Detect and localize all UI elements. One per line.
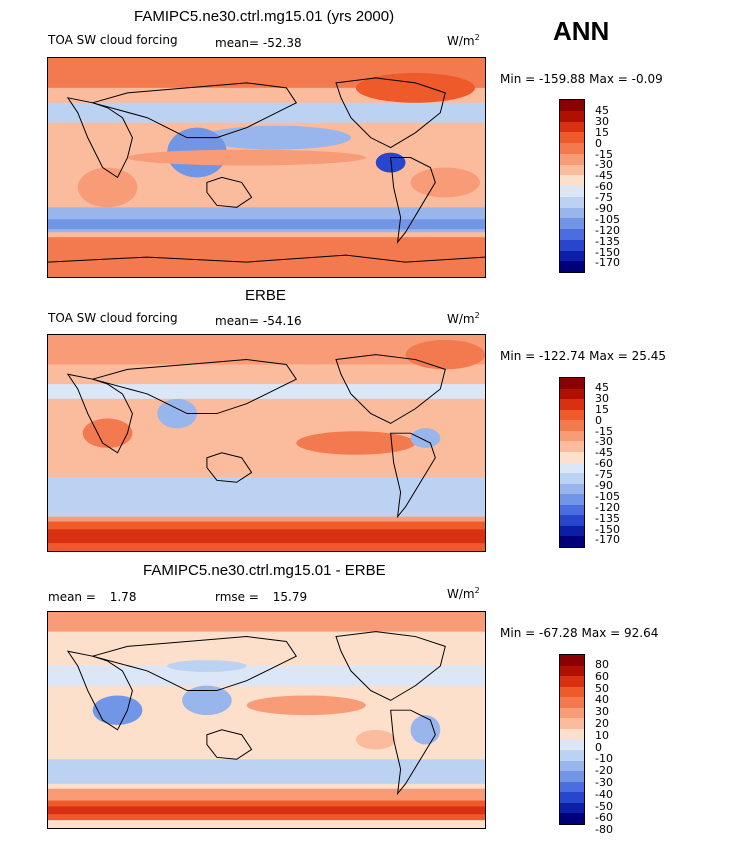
panel1-map: [47, 57, 486, 278]
panel3-minmax: Min = -67.28 Max = 92.64: [500, 626, 658, 640]
panel3-mean: mean = 1.78: [48, 590, 136, 604]
panel3-min-value: -67.28: [539, 626, 578, 640]
panel1-min-label: Min =: [500, 72, 536, 86]
panel3-rmse-value: 15.79: [272, 590, 308, 604]
panel2-min-value: -122.74: [539, 349, 586, 363]
panel2-colorbar: [559, 377, 585, 548]
panel2-mean-label: mean=: [215, 314, 260, 328]
panel2-mean: mean= -54.16: [215, 314, 302, 328]
panel1-mean: mean= -52.38: [215, 36, 302, 50]
panel3-mean-label: mean =: [48, 590, 96, 604]
season-label: ANN: [553, 16, 610, 46]
panel2-max-value: 25.45: [631, 349, 667, 363]
panel1-field-label: TOA SW cloud forcing: [48, 33, 178, 47]
panel3-min-label: Min =: [500, 626, 536, 640]
panel1-colorbar: [559, 99, 585, 273]
panel3-units: W/m2: [447, 586, 480, 601]
panel3-title: FAMIPC5.ne30.ctrl.mg15.01 - ERBE: [143, 562, 386, 579]
panel3-colorbar-ticks: 80 60 50 40 30 20 10 0 -10 -20 -30 -40 -50 -60 -80: [595, 658, 613, 837]
panel3-map: [47, 611, 486, 829]
panel2-colorbar-ticks: 45 30 15 0 -15 -30 -45 -60 -75 -90 -105 -120 -13…: [595, 381, 620, 547]
panel1-title: FAMIPC5.ne30.ctrl.mg15.01 (yrs 2000): [134, 8, 395, 25]
panel1-max-label: Max =: [589, 72, 628, 86]
panel1-colorbar-ticks: 45 30 15 0 -15 -30 -45 -60 -75 -90 -105 -120 -13…: [595, 104, 620, 270]
panel2-mean-value: -54.16: [262, 314, 302, 328]
panel2-map: [47, 334, 486, 552]
panel1-units: W/m2: [447, 33, 480, 48]
panel1-min-value: -159.88: [539, 72, 586, 86]
panel3-colorbar: [559, 654, 585, 825]
panel1-minmax: Min = -159.88 Max = -0.09: [500, 72, 663, 86]
panel2-units: W/m2: [447, 311, 480, 326]
panel3-rmse-label: rmse =: [215, 590, 259, 604]
panel2-title: ERBE: [245, 287, 286, 304]
panel2-minmax: Min = -122.74 Max = 25.45: [500, 349, 666, 363]
panel2-field-label: TOA SW cloud forcing: [48, 311, 178, 325]
panel2-max-label: Max =: [589, 349, 628, 363]
panel3-mean-value: 1.78: [109, 590, 137, 604]
panel2-min-label: Min =: [500, 349, 536, 363]
panel3-max-label: Max =: [581, 626, 621, 640]
panel1-mean-label: mean=: [215, 36, 260, 50]
panel1-max-value: -0.09: [631, 72, 663, 86]
panel1-mean-value: -52.38: [262, 36, 302, 50]
panel3-rmse: rmse = 15.79: [215, 590, 307, 604]
panel3-max-value: 92.64: [624, 626, 659, 640]
